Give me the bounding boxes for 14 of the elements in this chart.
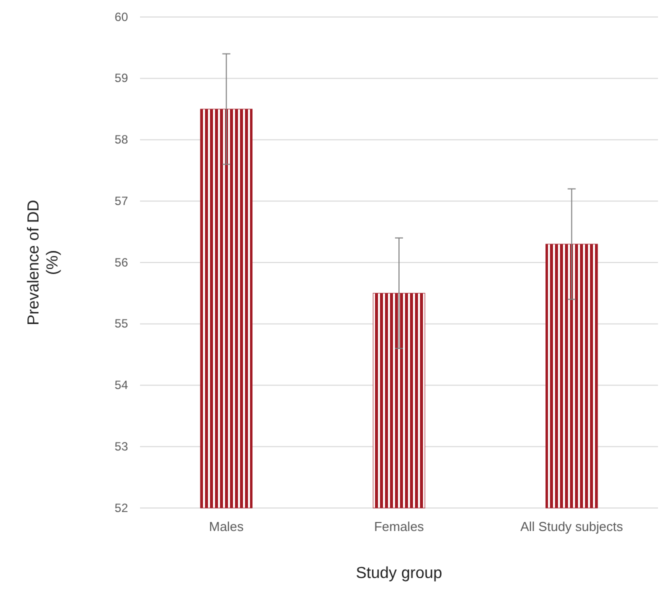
y-tick-label: 60: [114, 10, 128, 24]
y-tick-label: 52: [114, 500, 128, 515]
x-tick-label: Males: [208, 519, 244, 534]
x-tick-label: Females: [374, 519, 424, 534]
y-tick-label: 57: [114, 194, 128, 208]
x-tick-label: All Study subjects: [520, 519, 624, 534]
y-tick-label: 53: [114, 439, 128, 454]
y-tick-label: 55: [114, 316, 128, 331]
y-tick-label: 56: [114, 255, 128, 270]
y-axis-title: Prevalence of DD (%): [25, 200, 62, 326]
y-tick-label: 54: [114, 378, 128, 392]
y-tick-label: 58: [114, 132, 128, 147]
y-tick-label: 59: [114, 71, 128, 86]
x-axis-title: Study group: [356, 565, 442, 582]
